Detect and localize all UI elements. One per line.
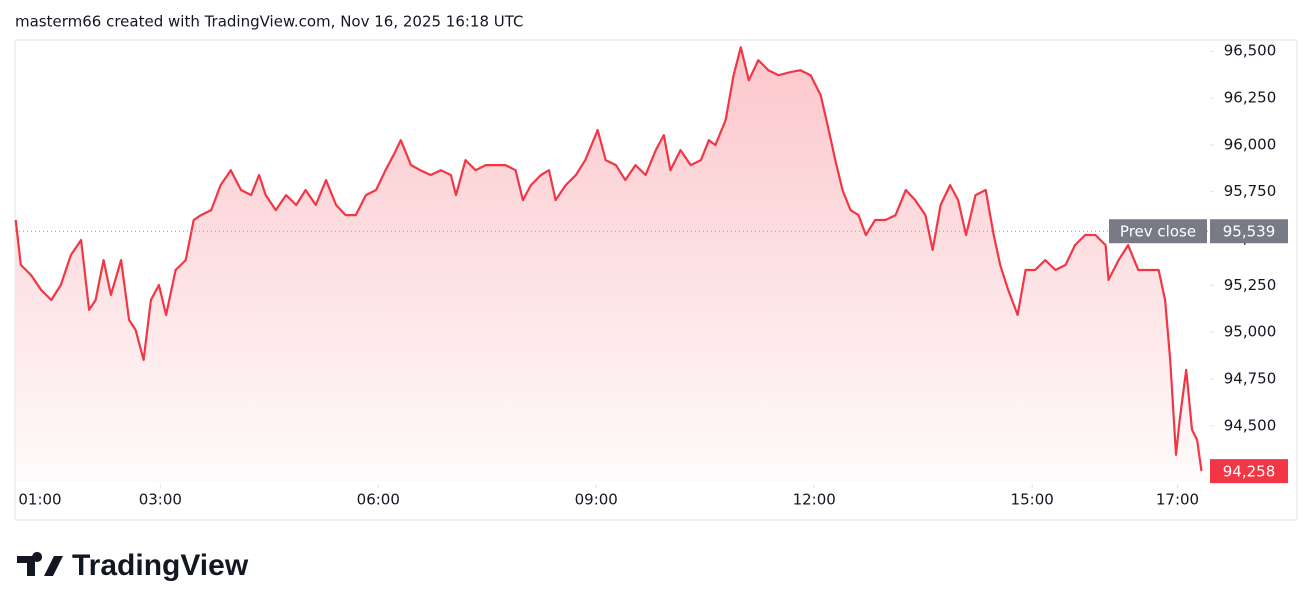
prev-close-name: Prev close [1120,223,1196,241]
y-tick-label: 96,250 [1224,89,1277,107]
prev-close-value-tag [1210,219,1288,244]
prev-close-tag [1109,219,1207,244]
x-tick-label: 17:00 [1156,491,1199,509]
x-tick-label: 06:00 [357,491,400,509]
y-tick-label: 96,000 [1224,135,1277,153]
x-tick-label: 12:00 [793,491,836,509]
y-tick-label: 94,500 [1224,416,1277,434]
x-tick-label: 15:00 [1011,491,1054,509]
last-price-label: 94,258 [1223,463,1276,481]
x-tick-label: 01:00 [18,491,61,509]
price-line [14,46,1203,472]
header-text: masterm66 created with TradingView.com, … [15,13,524,31]
y-tick-label: 95,250 [1224,276,1277,294]
x-tick-label: 03:00 [139,491,182,509]
last-price-tag [1210,459,1288,484]
y-tick-label: 95,750 [1224,182,1277,200]
x-tick-label: 09:00 [575,491,618,509]
y-tick-label: 96,500 [1224,42,1277,60]
prev-close-value: 95,539 [1223,223,1276,241]
logo: TradingView [17,549,249,582]
y-tick-label: 95,000 [1224,323,1277,341]
logo-icon [17,552,63,576]
logo-text: TradingView [72,549,249,582]
chart-frame [14,39,1298,521]
y-tick-label: 94,750 [1224,369,1277,387]
area-fill [15,47,1202,483]
